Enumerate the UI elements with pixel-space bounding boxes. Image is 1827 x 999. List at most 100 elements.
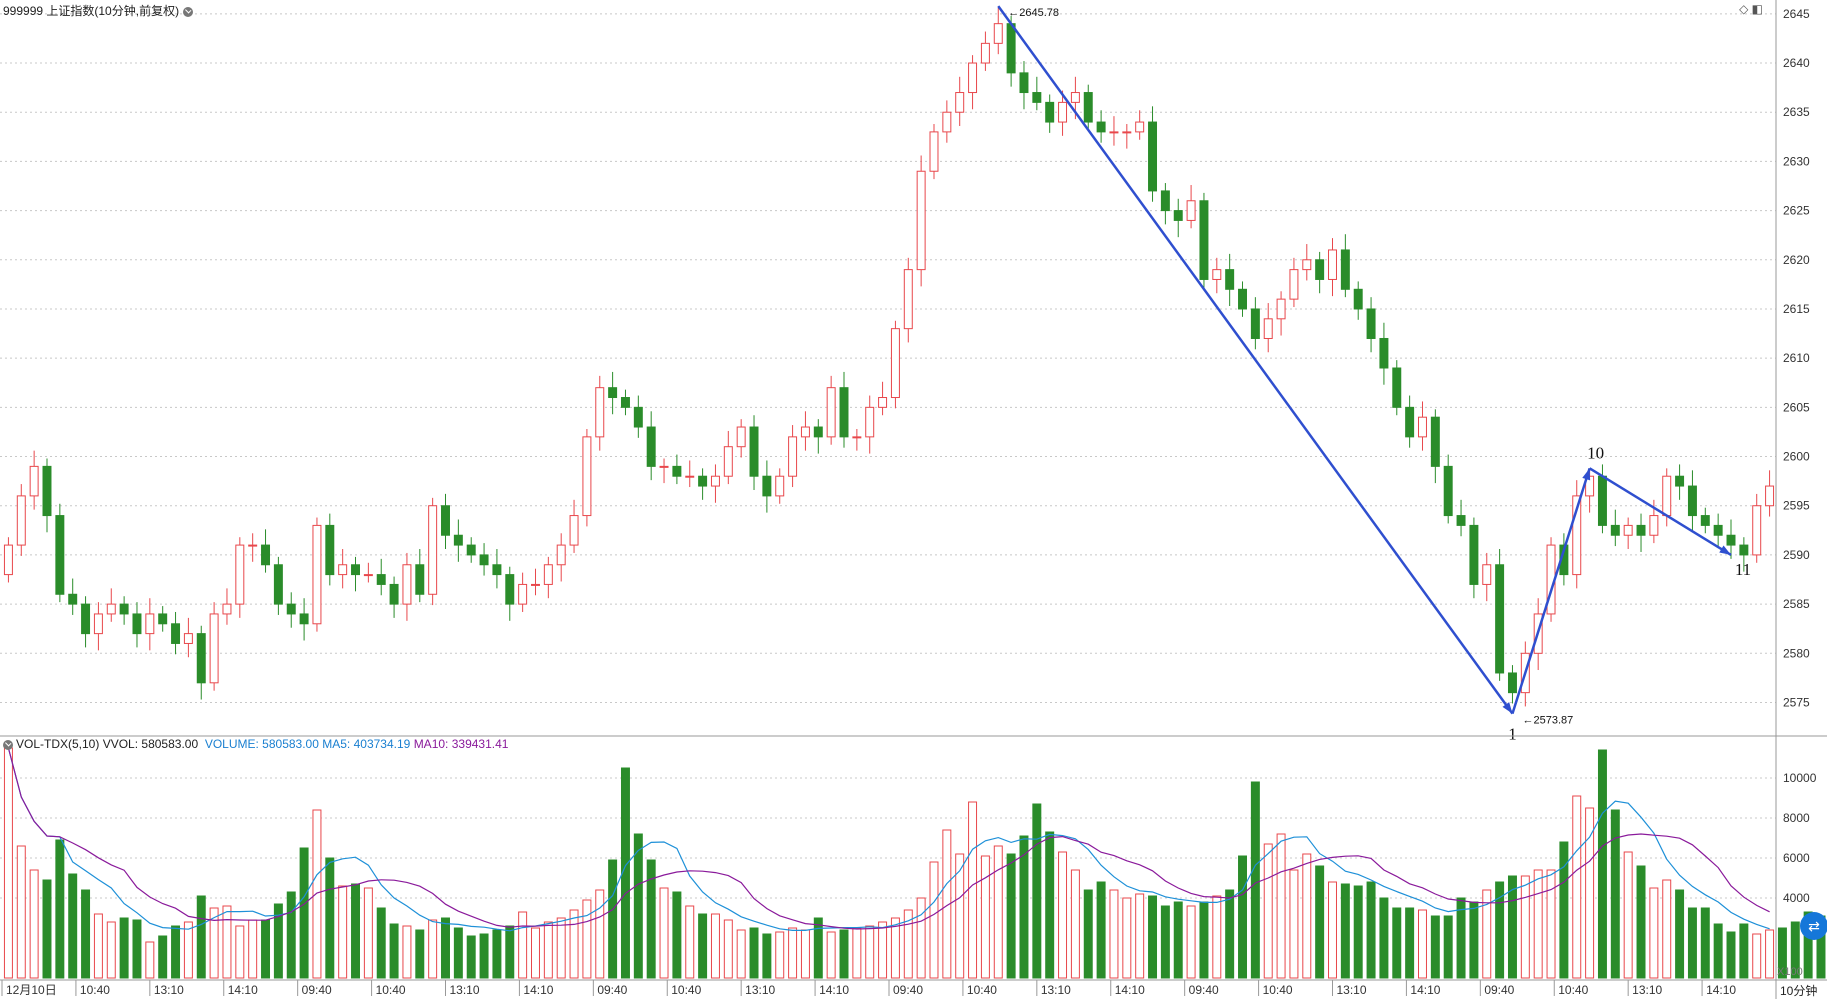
volume-bar [1212,895,1222,979]
candle-body [929,131,939,172]
extreme-price-label: ←2645.78 [1008,7,1059,19]
volume-bar [852,927,862,979]
volume-bar [492,929,502,979]
check-circle-icon[interactable] [183,6,194,17]
candle-body [646,426,656,467]
candle-body [1495,564,1505,674]
candle-body [1610,524,1620,536]
candle-body [1289,269,1299,300]
volume-bar [338,885,348,979]
check-circle-icon[interactable] [3,739,13,750]
candle-body [1713,524,1723,536]
candle-body [775,475,785,497]
volume-bar [93,913,103,979]
teamviewer-icon[interactable]: ⇄ [1800,912,1827,940]
candle-body [556,544,566,566]
candle-body [1340,249,1350,290]
candle-body [1019,72,1029,94]
candle-body [273,564,283,605]
candle-body [1649,515,1659,536]
volume-bar [68,873,78,979]
volume-bar [351,883,360,979]
candle-body [698,475,708,487]
volume-bar [1276,833,1286,979]
candle-body [158,613,168,625]
volume-bar [968,801,978,979]
volume-bar [865,925,875,979]
candle-body [1083,92,1093,123]
volume-bar [942,829,952,979]
volume-bar [376,907,386,979]
volume-bar [1533,869,1543,979]
volume-moving-averages [7,747,1770,932]
candle-body [1418,416,1427,438]
volume-bar [3,747,13,979]
candle-body [1469,524,1479,585]
candle-body [839,387,849,438]
candle-body [1687,485,1697,517]
volume-bar [261,919,271,979]
price-tick-label: 2620 [1783,253,1810,267]
candle-body [1572,495,1582,576]
candle-body [672,465,682,477]
candle-body [1662,475,1672,517]
candle-body [145,613,155,635]
candle-body [93,613,103,635]
candle-body [415,564,425,595]
volume-bar [171,925,181,979]
ma5-label: MA5: [322,737,351,751]
candle-body [620,397,630,408]
candle-body [1096,121,1106,133]
candle-body [1006,23,1016,74]
ma5-line [7,747,1770,932]
x-tick-label: 14:10 [819,983,849,997]
volume-bar [1238,855,1247,979]
x-tick-label: 14:10 [1410,983,1440,997]
candle-body [685,475,695,478]
candle-body [1045,101,1055,123]
panel-toggle-icon[interactable]: ◧ [1751,2,1763,16]
volume-bar [1045,831,1055,979]
volume-bar [685,905,695,979]
volume-bar [595,889,605,979]
volume-bar [325,857,335,979]
volume-bar [633,833,643,979]
candle-body [531,583,540,586]
volume-bar [453,927,463,979]
price-tick-label: 2625 [1783,204,1810,218]
x-tick-label: 13:10 [745,983,775,997]
volume-bar [415,929,425,979]
symbol-name: 上证指数(10分钟,前复权) [46,4,180,18]
candle-body [878,397,888,408]
volume-bar [1662,879,1672,979]
price-tick-label: 2580 [1783,646,1810,660]
volume-bar [479,933,489,979]
candle-body [338,564,348,576]
wave-arrowhead [1582,468,1591,481]
volume-bar [1328,881,1337,979]
candle-body [1675,475,1685,487]
vol-scale-label: X100 [1777,966,1803,978]
volume-bar [248,919,258,979]
volume-bar [1713,923,1723,979]
candle-body [1109,131,1119,134]
wave-segment [1588,467,1732,556]
volume-bar [196,895,206,979]
candle-body [1148,121,1158,192]
candle-body [723,446,733,477]
volume-bar [1572,795,1582,979]
diamond-icon[interactable]: ◇ [1739,2,1749,16]
volume-bar [1623,851,1633,979]
candle-body [736,426,746,448]
candle-body [376,574,386,585]
volume-bar [749,927,759,979]
candle-body [980,42,990,64]
volume-bar [1482,889,1492,979]
x-tick-label: 09:40 [597,983,627,997]
candle-body [1173,210,1183,221]
candle-body [325,524,335,576]
candle-body [903,269,913,330]
wave-point-label: 10 [1587,443,1604,462]
